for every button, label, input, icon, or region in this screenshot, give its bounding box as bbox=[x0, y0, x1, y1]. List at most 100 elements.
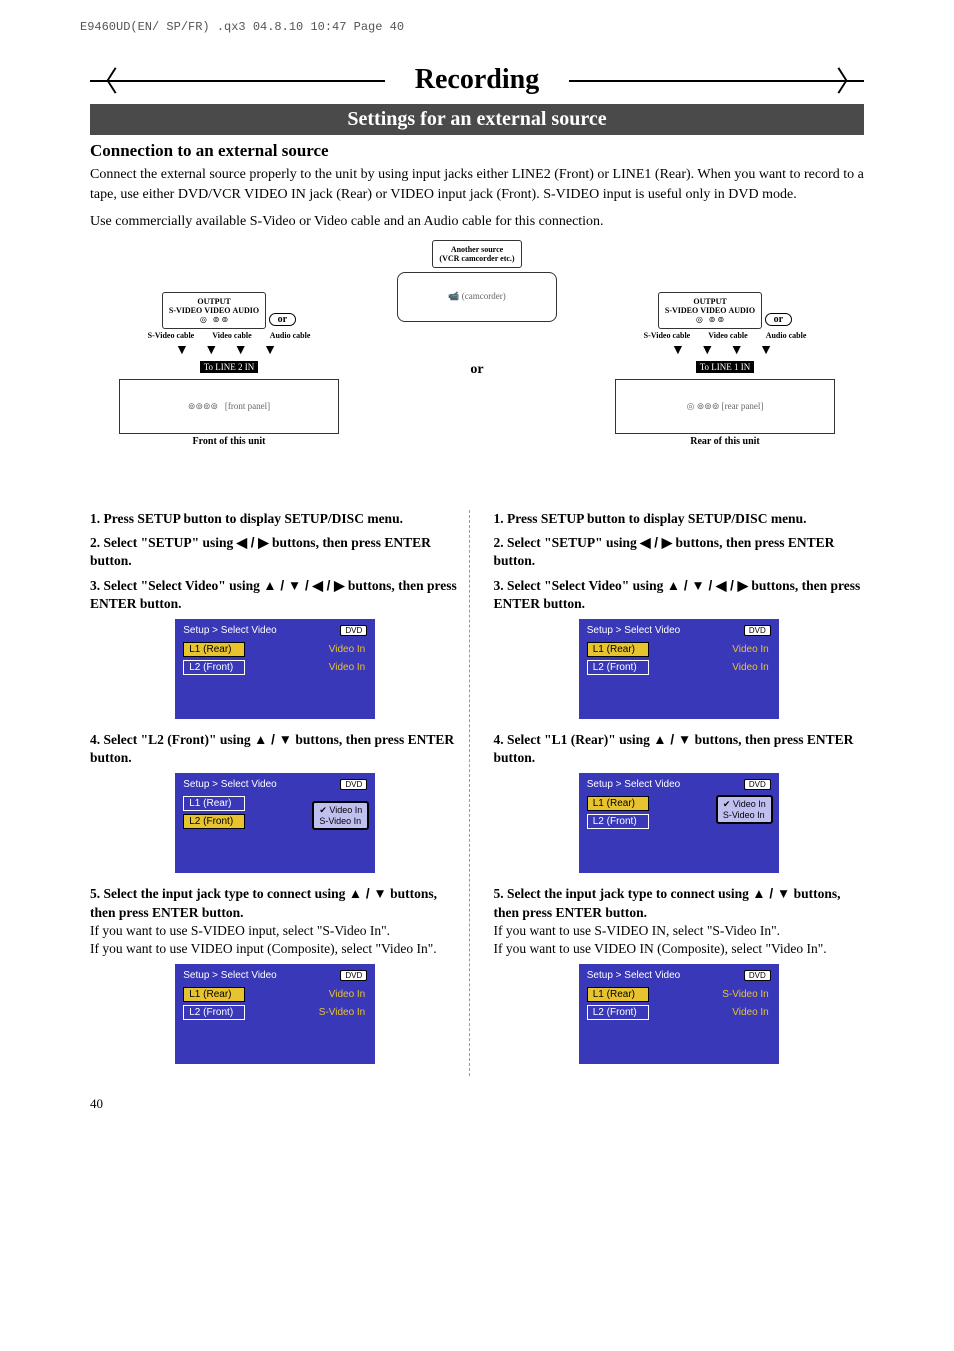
audio-label: AUDIO bbox=[232, 306, 259, 315]
menu-l2-r: L2 (Front) bbox=[587, 660, 649, 675]
right-step-4: 4. Select "L1 (Rear)" using ▲ / ▼ button… bbox=[494, 731, 865, 767]
intro-paragraph-2: Use commercially available S-Video or Vi… bbox=[90, 212, 864, 232]
menu-l1-2: L1 (Rear) bbox=[183, 796, 245, 811]
connection-diagram: OUTPUT S-VIDEO VIDEO AUDIO ◎ ⊚ ⊚ or S-Vi… bbox=[90, 240, 864, 500]
opt-svideo-in: S-Video In bbox=[317, 816, 364, 826]
opt-svideo-in-r: S-Video In bbox=[721, 810, 768, 820]
dvd-badge: DVD bbox=[340, 625, 367, 636]
menu-dropdown: Video In S-Video In bbox=[312, 801, 369, 830]
unit-front-illustration: ⊚⊚⊚⊚ [front panel] bbox=[119, 379, 339, 434]
chapter-title: Recording bbox=[385, 64, 569, 96]
video-cable-label-r: Video cable bbox=[708, 332, 747, 341]
menu-l2-val-r: Video In bbox=[732, 662, 771, 673]
arrow-down-icon: ▼ ▼ ▼ ▼ bbox=[119, 343, 339, 359]
page-number: 40 bbox=[90, 1096, 864, 1112]
left-step-1: 1. Press SETUP button to display SETUP/D… bbox=[90, 510, 461, 528]
menu-l1-r3: L1 (Rear) bbox=[587, 987, 649, 1002]
menu-l1-val: Video In bbox=[329, 644, 368, 655]
left-menu-screenshot-1: Setup > Select Video DVD L1 (Rear)Video … bbox=[175, 619, 375, 719]
center-or: or bbox=[397, 362, 557, 378]
opt-video-in: Video In bbox=[317, 805, 364, 816]
menu-dropdown-r: Video In S-Video In bbox=[716, 795, 773, 824]
menu-l2-val: Video In bbox=[329, 662, 368, 673]
svideo-cable-label-r: S-Video cable bbox=[644, 332, 691, 341]
dvd-badge-r3: DVD bbox=[744, 970, 771, 981]
output-label: OUTPUT bbox=[197, 297, 230, 306]
right-menu-screenshot-1: Setup > Select Video DVD L1 (Rear)Video … bbox=[579, 619, 779, 719]
dvd-badge-3: DVD bbox=[340, 970, 367, 981]
right-step-3: 3. Select "Select Video" using ▲ / ▼ / ◀… bbox=[494, 577, 865, 613]
svideo-label: S-VIDEO bbox=[169, 306, 202, 315]
menu-l1-val-3: Video In bbox=[329, 989, 368, 1000]
dvd-badge-2: DVD bbox=[340, 779, 367, 790]
left-menu-screenshot-3: Setup > Select Video DVD L1 (Rear)Video … bbox=[175, 964, 375, 1064]
left-step-3: 3. Select "Select Video" using ▲ / ▼ / ◀… bbox=[90, 577, 461, 613]
audio-cable-label-r: Audio cable bbox=[766, 332, 807, 341]
front-caption: Front of this unit bbox=[119, 436, 339, 447]
left-step-5-note2: If you want to use VIDEO input (Composit… bbox=[90, 941, 437, 956]
left-step-5: 5. Select the input jack type to connect… bbox=[90, 885, 461, 958]
video-cable-label: Video cable bbox=[212, 332, 251, 341]
opt-video-in-r: Video In bbox=[721, 799, 768, 810]
output-label-r: OUTPUT bbox=[693, 297, 726, 306]
arrow-down-icon-r: ▼ ▼ ▼ ▼ bbox=[615, 343, 835, 359]
intro-paragraph-1: Connect the external source properly to … bbox=[90, 165, 864, 206]
menu-l2: L2 (Front) bbox=[183, 660, 245, 675]
menu-l2-r3: L2 (Front) bbox=[587, 1005, 649, 1020]
source-label: Another source (VCR camcorder etc.) bbox=[432, 240, 521, 268]
right-menu-screenshot-3: Setup > Select Video DVD L1 (Rear)S-Vide… bbox=[579, 964, 779, 1064]
source-block: Another source (VCR camcorder etc.) 📹 (c… bbox=[397, 240, 557, 378]
menu-l1-r: L1 (Rear) bbox=[587, 642, 649, 657]
menu-l1-val-r3: S-Video In bbox=[722, 989, 771, 1000]
audio-cable-label: Audio cable bbox=[270, 332, 311, 341]
left-step-2: 2. Select "SETUP" using ◀ / ▶ buttons, t… bbox=[90, 534, 461, 570]
front-cable-labels: S-Video cable Video cable Audio cable bbox=[119, 332, 339, 341]
print-header: E9460UD(EN/ SP/FR) .qx3 04.8.10 10:47 Pa… bbox=[30, 20, 924, 34]
left-step-4: 4. Select "L2 (Front)" using ▲ / ▼ butto… bbox=[90, 731, 461, 767]
chapter-banner: 〈 Recording 〉 bbox=[90, 64, 864, 96]
menu-l1-val-r: Video In bbox=[732, 644, 771, 655]
front-connection-block: OUTPUT S-VIDEO VIDEO AUDIO ◎ ⊚ ⊚ or S-Vi… bbox=[119, 292, 339, 447]
rear-connection-block: OUTPUT S-VIDEO VIDEO AUDIO ◎ ⊚ ⊚ or S-Vi… bbox=[615, 292, 835, 447]
menu-l2-val-r3: Video In bbox=[732, 1007, 771, 1018]
svideo-label-r: S-VIDEO bbox=[665, 306, 698, 315]
menu-l2-val-3: S-Video In bbox=[319, 1007, 368, 1018]
audio-label-r: AUDIO bbox=[728, 306, 755, 315]
right-step-1: 1. Press SETUP button to display SETUP/D… bbox=[494, 510, 865, 528]
camcorder-illustration: 📹 (camcorder) bbox=[397, 272, 557, 322]
chevron-right-icon: 〉 bbox=[836, 60, 864, 100]
front-output-jacks: OUTPUT S-VIDEO VIDEO AUDIO ◎ ⊚ ⊚ bbox=[162, 292, 266, 329]
right-step-2: 2. Select "SETUP" using ◀ / ▶ buttons, t… bbox=[494, 534, 865, 570]
or-badge-rear: or bbox=[765, 313, 792, 326]
video-label-r: VIDEO bbox=[700, 306, 726, 315]
svideo-cable-label: S-Video cable bbox=[148, 332, 195, 341]
rear-output-jacks: OUTPUT S-VIDEO VIDEO AUDIO ◎ ⊚ ⊚ bbox=[658, 292, 762, 329]
menu-l1: L1 (Rear) bbox=[183, 642, 245, 657]
right-menu-screenshot-2: Setup > Select Video DVD L1 (Rear) L2 (F… bbox=[579, 773, 779, 873]
subheading: Connection to an external source bbox=[90, 141, 864, 161]
left-step-5-note1: If you want to use S-VIDEO input, select… bbox=[90, 923, 390, 938]
or-badge-front: or bbox=[269, 313, 296, 326]
menu-l2-r2: L2 (Front) bbox=[587, 814, 649, 829]
page-content: 〈 Recording 〉 Settings for an external s… bbox=[30, 64, 924, 1112]
left-column: 1. Press SETUP button to display SETUP/D… bbox=[90, 510, 470, 1076]
rear-cable-labels: S-Video cable Video cable Audio cable bbox=[615, 332, 835, 341]
menu-l1-r2: L1 (Rear) bbox=[587, 796, 649, 811]
right-step-5: 5. Select the input jack type to connect… bbox=[494, 885, 865, 958]
video-label: VIDEO bbox=[204, 306, 230, 315]
unit-rear-illustration: ◎ ⊚⊚⊚ [rear panel] bbox=[615, 379, 835, 434]
left-menu-screenshot-2: Setup > Select Video DVD L1 (Rear) L2 (F… bbox=[175, 773, 375, 873]
right-step-5-note1: If you want to use S-VIDEO IN, select "S… bbox=[494, 923, 781, 938]
section-bar: Settings for an external source bbox=[90, 104, 864, 135]
dvd-badge-r: DVD bbox=[744, 625, 771, 636]
step-columns: 1. Press SETUP button to display SETUP/D… bbox=[90, 510, 864, 1076]
right-step-5-note2: If you want to use VIDEO IN (Composite),… bbox=[494, 941, 827, 956]
line2-label: To LINE 2 IN bbox=[200, 361, 259, 373]
right-column: 1. Press SETUP button to display SETUP/D… bbox=[486, 510, 865, 1076]
line1-label: To LINE 1 IN bbox=[696, 361, 755, 373]
menu-l1-3: L1 (Rear) bbox=[183, 987, 245, 1002]
rear-caption: Rear of this unit bbox=[615, 436, 835, 447]
menu-l2-2: L2 (Front) bbox=[183, 814, 245, 829]
menu-l2-3: L2 (Front) bbox=[183, 1005, 245, 1020]
dvd-badge-r2: DVD bbox=[744, 779, 771, 790]
